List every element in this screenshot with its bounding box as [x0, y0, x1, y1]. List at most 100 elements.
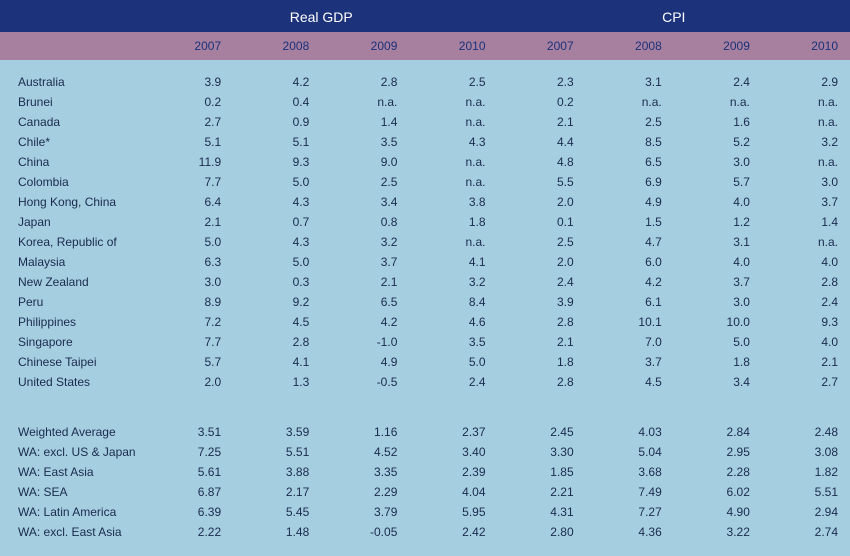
- year-col: 2010: [762, 32, 850, 60]
- cell: 3.59: [233, 422, 321, 442]
- cell: 3.7: [762, 192, 850, 212]
- cell: 2.0: [498, 252, 586, 272]
- cell: 3.0: [145, 272, 233, 292]
- cell: 6.0: [586, 252, 674, 272]
- table-row: WA: excl. East Asia2.221.48-0.052.422.80…: [0, 522, 850, 542]
- cell: 2.48: [762, 422, 850, 442]
- cell: 2.4: [498, 272, 586, 292]
- row-label: WA: excl. East Asia: [0, 522, 145, 542]
- cell: 1.2: [674, 212, 762, 232]
- row-label: Malaysia: [0, 252, 145, 272]
- cell: 2.5: [321, 172, 409, 192]
- cell: 4.90: [674, 502, 762, 522]
- cell: 2.29: [321, 482, 409, 502]
- cell: 2.8: [498, 312, 586, 332]
- cell: 1.4: [762, 212, 850, 232]
- cell: 5.0: [233, 252, 321, 272]
- row-label: United States: [0, 372, 145, 392]
- year-col: 2007: [498, 32, 586, 60]
- cell: 2.74: [762, 522, 850, 542]
- cell: 4.3: [409, 132, 497, 152]
- cell: 8.9: [145, 292, 233, 312]
- cell: 4.04: [409, 482, 497, 502]
- cell: 4.31: [498, 502, 586, 522]
- row-label: WA: Latin America: [0, 502, 145, 522]
- cell: 4.9: [586, 192, 674, 212]
- table-row: WA: excl. US & Japan7.255.514.523.403.30…: [0, 442, 850, 462]
- cell: -0.05: [321, 522, 409, 542]
- cell: n.a.: [762, 152, 850, 172]
- table-row: WA: SEA6.872.172.294.042.217.496.025.51: [0, 482, 850, 502]
- cell: 3.79: [321, 502, 409, 522]
- cell: 5.7: [145, 352, 233, 372]
- cell: 3.35: [321, 462, 409, 482]
- row-label: Japan: [0, 212, 145, 232]
- cell: 0.4: [233, 92, 321, 112]
- cell: 3.4: [674, 372, 762, 392]
- cell: 2.21: [498, 482, 586, 502]
- cell: 0.3: [233, 272, 321, 292]
- row-label: Korea, Republic of: [0, 232, 145, 252]
- cell: 3.2: [762, 132, 850, 152]
- cell: 2.95: [674, 442, 762, 462]
- cell: 6.5: [586, 152, 674, 172]
- year-col: 2009: [321, 32, 409, 60]
- cell: 0.1: [498, 212, 586, 232]
- row-label: Canada: [0, 112, 145, 132]
- cell: 2.0: [498, 192, 586, 212]
- cell: 2.37: [409, 422, 497, 442]
- cell: 4.6: [409, 312, 497, 332]
- spacer-row: [0, 392, 850, 422]
- row-label: Colombia: [0, 172, 145, 192]
- cell: 4.52: [321, 442, 409, 462]
- cell: 3.08: [762, 442, 850, 462]
- cell: 6.5: [321, 292, 409, 312]
- cell: 1.85: [498, 462, 586, 482]
- cell: 2.17: [233, 482, 321, 502]
- cell: 2.42: [409, 522, 497, 542]
- cell: 3.7: [321, 252, 409, 272]
- cell: n.a.: [409, 92, 497, 112]
- cell: 2.1: [498, 112, 586, 132]
- cell: 2.8: [321, 72, 409, 92]
- cell: 2.7: [762, 372, 850, 392]
- table-row: Chile*5.15.13.54.34.48.55.23.2: [0, 132, 850, 152]
- cell: 9.3: [233, 152, 321, 172]
- cell: 2.9: [762, 72, 850, 92]
- cell: 3.40: [409, 442, 497, 462]
- row-label: Chile*: [0, 132, 145, 152]
- cell: -0.5: [321, 372, 409, 392]
- cell: 0.2: [145, 92, 233, 112]
- cell: 4.2: [586, 272, 674, 292]
- cell: 2.39: [409, 462, 497, 482]
- cell: 2.8: [233, 332, 321, 352]
- cell: 2.1: [762, 352, 850, 372]
- cell: 3.0: [762, 172, 850, 192]
- group-header-blank: [0, 0, 145, 32]
- cell: n.a.: [409, 112, 497, 132]
- cell: 2.4: [674, 72, 762, 92]
- cell: 1.5: [586, 212, 674, 232]
- cell: 3.1: [586, 72, 674, 92]
- cell: 3.22: [674, 522, 762, 542]
- table-row: United States2.01.3-0.52.42.84.53.42.7: [0, 372, 850, 392]
- cell: 4.03: [586, 422, 674, 442]
- year-col: 2008: [586, 32, 674, 60]
- cell: 6.02: [674, 482, 762, 502]
- row-label: WA: excl. US & Japan: [0, 442, 145, 462]
- cell: 3.8: [409, 192, 497, 212]
- cell: 3.9: [145, 72, 233, 92]
- cell: n.a.: [409, 152, 497, 172]
- year-col: 2009: [674, 32, 762, 60]
- cell: 4.1: [409, 252, 497, 272]
- cell: 11.9: [145, 152, 233, 172]
- year-header-row: 2007 2008 2009 2010 2007 2008 2009 2010: [0, 32, 850, 60]
- cell: 3.7: [674, 272, 762, 292]
- spacer-row: [0, 542, 850, 556]
- cell: 2.3: [498, 72, 586, 92]
- cell: 4.0: [762, 252, 850, 272]
- table-row: Hong Kong, China6.44.33.43.82.04.94.03.7: [0, 192, 850, 212]
- cell: 6.39: [145, 502, 233, 522]
- cell: 2.4: [409, 372, 497, 392]
- cell: 5.5: [498, 172, 586, 192]
